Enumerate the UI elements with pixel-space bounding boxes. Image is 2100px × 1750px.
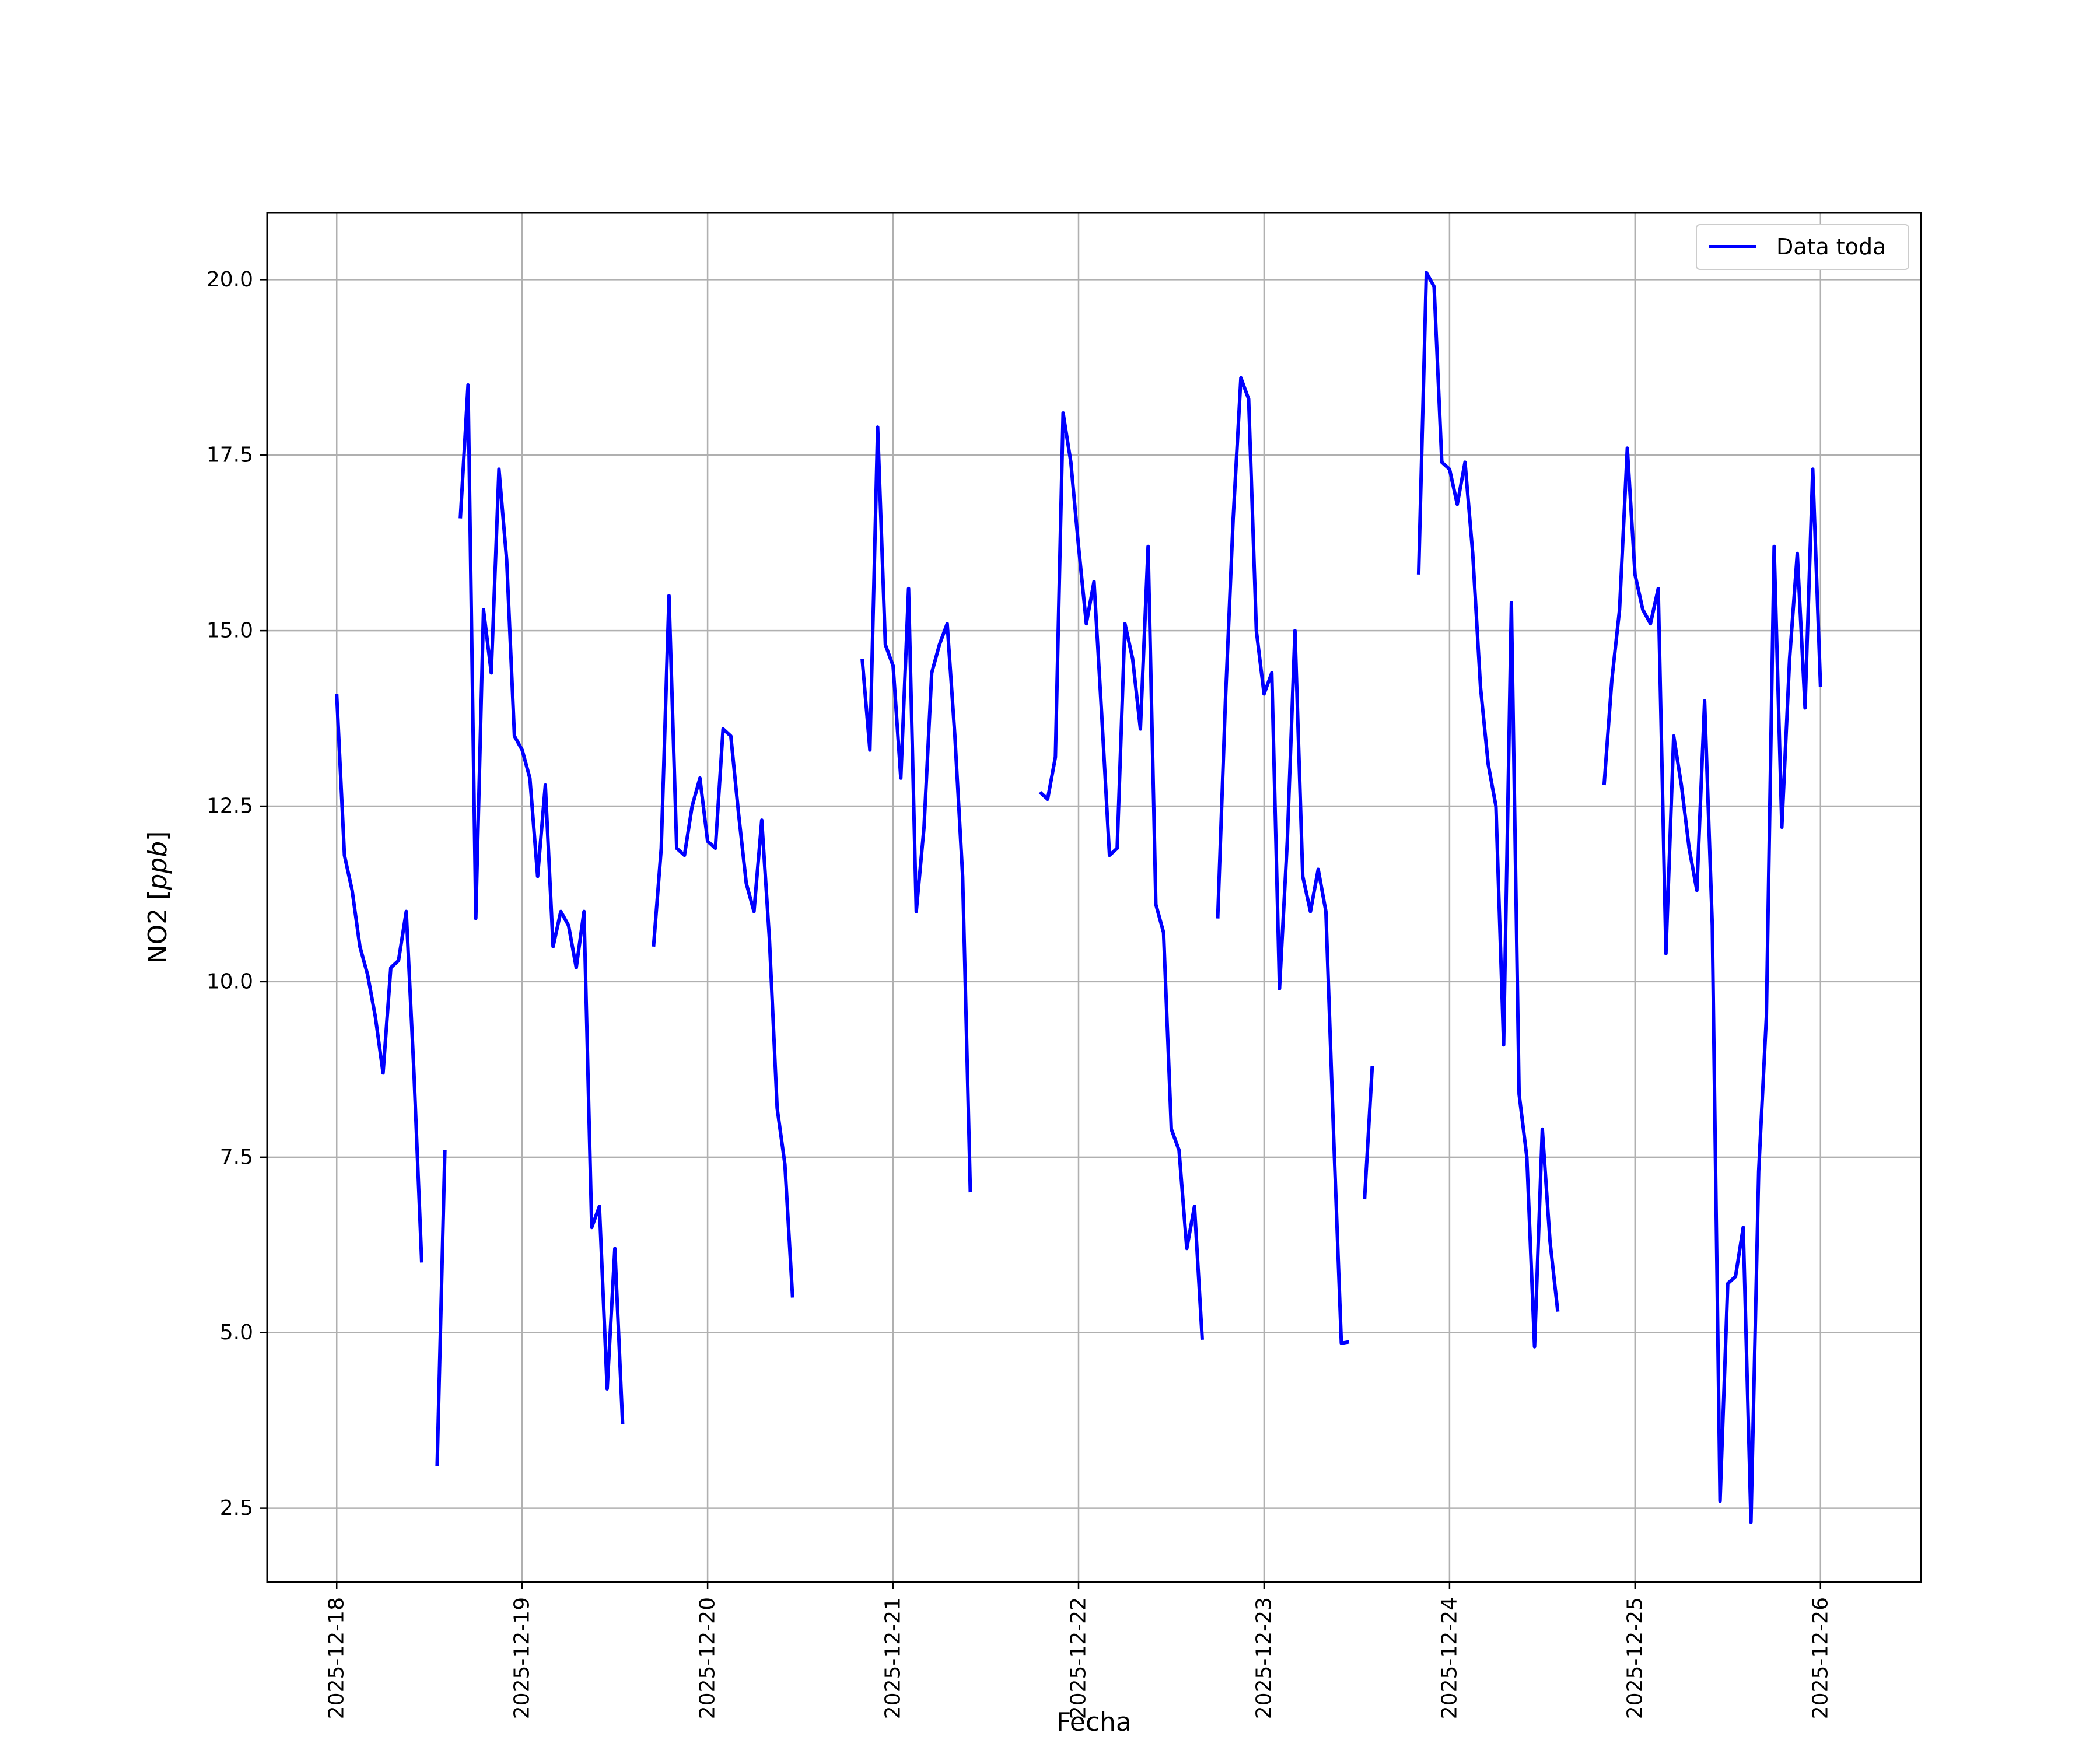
- y-tick-label: 15.0: [206, 619, 253, 643]
- series-line-segment: [1602, 446, 1822, 1524]
- y-tick-label: 5.0: [220, 1321, 253, 1345]
- plot-frame: [266, 212, 1922, 1583]
- series-line-segment: [335, 694, 424, 1263]
- series-line-segment: [1416, 271, 1560, 1349]
- y-tick-label: 20.0: [206, 268, 253, 292]
- y-tick-label: 7.5: [220, 1145, 253, 1169]
- series-line-segment: [1216, 376, 1350, 1345]
- series-line-segment: [459, 383, 625, 1424]
- series-line-segment: [860, 425, 972, 1193]
- y-axis-title-name: NO2 [: [143, 890, 173, 964]
- legend-label-data-toda: Data toda: [1776, 234, 1886, 260]
- series-lines: [335, 271, 1822, 1524]
- y-axis-title: NO2 [ppb]: [143, 831, 173, 964]
- x-tick-label: 2025-12-25: [1623, 1597, 1647, 1719]
- x-tick-label: 2025-12-18: [325, 1597, 349, 1719]
- y-tick-label: 10.0: [206, 970, 253, 993]
- x-tick-label: 2025-12-19: [510, 1597, 534, 1719]
- y-axis-title-close: ]: [143, 831, 173, 841]
- y-tick-label: 12.5: [206, 794, 253, 818]
- series-line-segment: [1363, 1066, 1374, 1200]
- x-tick-label: 2025-12-22: [1067, 1597, 1091, 1719]
- x-tick-label: 2025-12-23: [1252, 1597, 1276, 1719]
- x-tick-label: 2025-12-26: [1808, 1597, 1832, 1719]
- y-tick-label: 17.5: [206, 443, 253, 467]
- y-axis-title-unit: ppb: [143, 841, 173, 891]
- series-line-segment: [652, 594, 794, 1298]
- y-tick-label: 2.5: [220, 1496, 253, 1520]
- x-tick-label: 2025-12-24: [1437, 1597, 1461, 1719]
- series-line-segment: [1038, 411, 1204, 1340]
- x-axis-title: Fecha: [1056, 1707, 1132, 1737]
- x-tick-label: 2025-12-21: [881, 1597, 905, 1719]
- legend-box: [1696, 224, 1909, 270]
- series-line-segment: [435, 1150, 447, 1466]
- grid-lines: [267, 213, 1921, 1582]
- x-tick-label: 2025-12-20: [696, 1597, 720, 1719]
- axis-ticks: 2025-12-18 2025-12-19 2025-12-20 2025-12-21…: [206, 268, 1832, 1719]
- legend: Data toda: [1696, 224, 1909, 270]
